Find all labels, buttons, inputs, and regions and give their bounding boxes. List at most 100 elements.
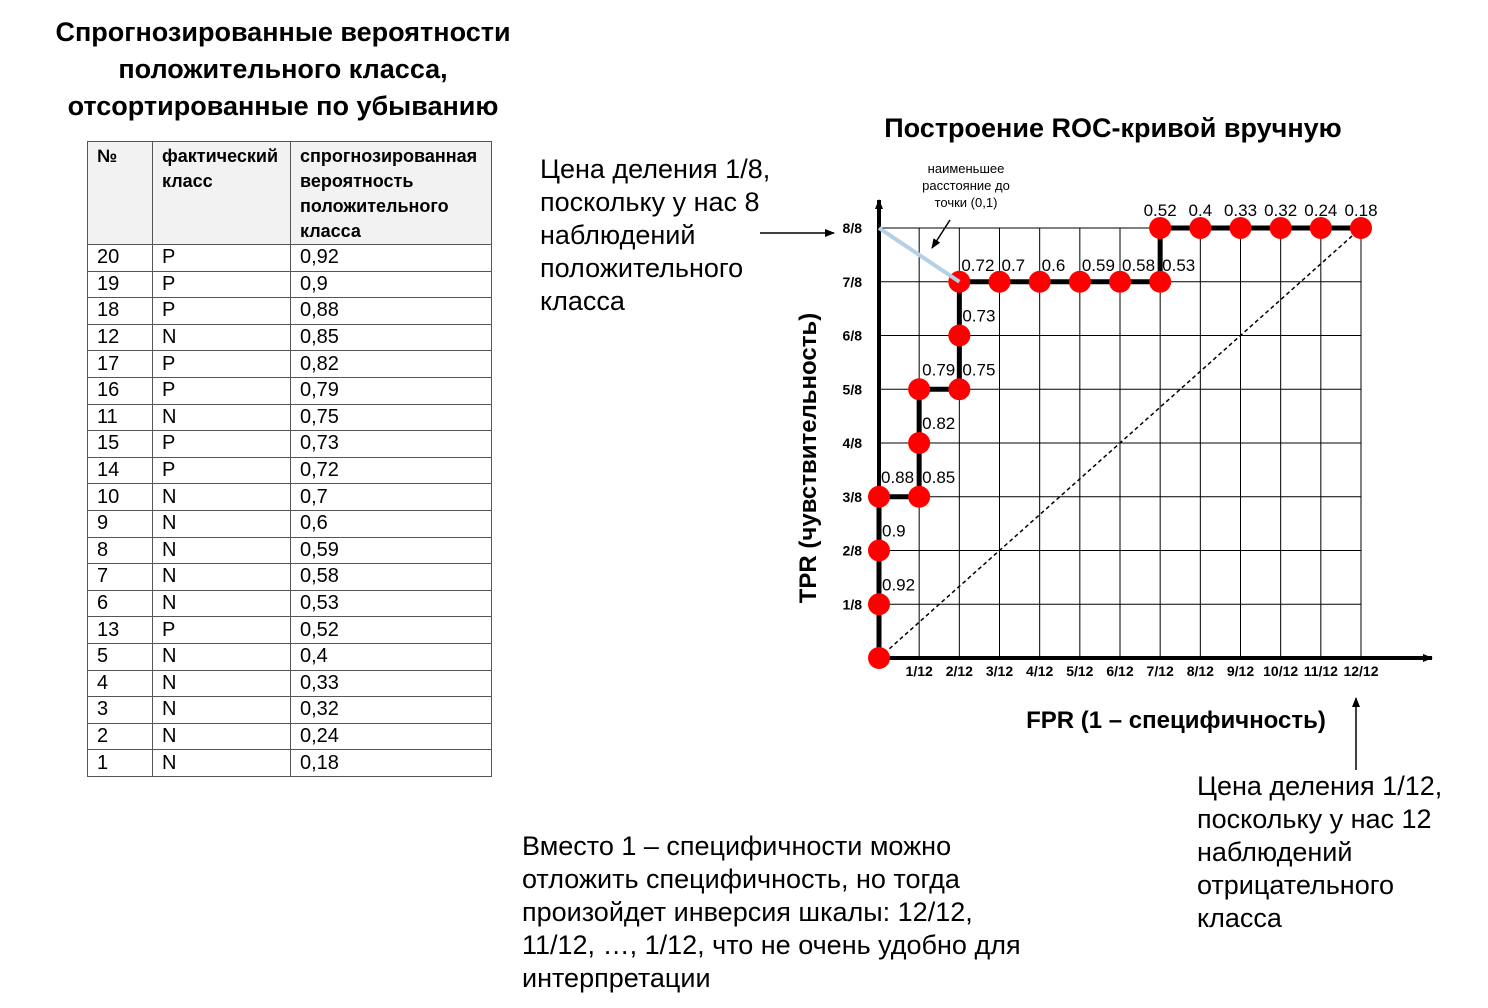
x-tick-label: 7/12 xyxy=(1147,663,1174,679)
roc-point xyxy=(1309,217,1332,239)
probability-table: № фактический класс спрогнозированная вероят… xyxy=(87,141,492,777)
point-label: 0.7 xyxy=(1002,256,1026,275)
point-labels: 0.92 0.9 0.88 0.85 0.82 0.79 0.75 0.73 0.72 0.7 0.… xyxy=(881,201,1378,594)
table-cell: 18 xyxy=(87,297,153,325)
table-row: 16 P 0,79 xyxy=(87,376,492,405)
min-distance-annotation-line: точки (0,1) xyxy=(935,195,998,210)
point-label: 0.53 xyxy=(1162,256,1195,275)
table-cell: 0,7 xyxy=(290,483,492,511)
y-tick-label: 3/8 xyxy=(843,489,863,505)
inversion-note-line: отложить специфичность, но тогда xyxy=(522,864,960,894)
point-label: 0.75 xyxy=(962,360,995,379)
table-header-text: класса xyxy=(300,221,361,241)
table-header-cell: спрогнозированная вероятность положительно… xyxy=(290,141,492,245)
y-division-note-line: наблюдений xyxy=(540,220,696,250)
x-tick-label: 5/12 xyxy=(1066,663,1093,679)
roc-point xyxy=(908,378,931,401)
point-label: 0.79 xyxy=(922,360,955,379)
table-row: 17 P 0,82 xyxy=(87,350,492,378)
table-cell: 20 xyxy=(87,244,153,272)
x-tick-label: 8/12 xyxy=(1187,663,1214,679)
point-label: 0.92 xyxy=(882,575,915,594)
point-label: 0.85 xyxy=(922,468,955,487)
x-tick-label: 6/12 xyxy=(1106,663,1133,679)
y-division-note-line: поскольку у нас 8 xyxy=(540,187,760,217)
table-cell: 0,58 xyxy=(290,563,492,591)
x-division-note: Цена деления 1/12, поскольку у нас 12 набл… xyxy=(1197,770,1442,935)
table-cell: 17 xyxy=(87,350,153,378)
point-label: 0.72 xyxy=(961,256,994,275)
random-classifier-diagonal xyxy=(878,227,1362,659)
point-label: 0.59 xyxy=(1082,256,1115,275)
table-cell: 1 xyxy=(87,749,153,777)
x-tick-label: 11/12 xyxy=(1304,663,1338,679)
point-label: 0.18 xyxy=(1344,201,1377,220)
roc-point xyxy=(868,647,890,669)
table-header-text: № xyxy=(97,146,118,166)
tick-labels: 1/12 2/12 3/12 4/12 5/12 6/12 7/12 8/12 9/12 10/1… xyxy=(843,220,1379,679)
x-division-note-line: Цена деления 1/12, xyxy=(1197,771,1443,801)
x-tick-label: 12/12 xyxy=(1343,663,1378,679)
chart-title: Построение ROC-кривой вручную xyxy=(884,113,1341,143)
table-row: 8 N 0,59 xyxy=(87,536,492,565)
table-cell: 0,18 xyxy=(290,749,492,777)
table-title-line: положительного класса, xyxy=(118,54,448,84)
roc-point xyxy=(948,378,971,401)
table-cell: 2 xyxy=(87,722,153,751)
y-tick-label: 1/8 xyxy=(843,596,863,612)
table-row: 19 P 0,9 xyxy=(87,270,492,299)
table-header-cell: фактический класс xyxy=(152,141,291,245)
table-cell: N xyxy=(152,483,291,511)
y-tick-label: 7/8 xyxy=(843,274,863,290)
y-tick-label: 8/8 xyxy=(843,220,863,236)
y-axis-label: TPR (чувствительность) xyxy=(795,313,822,604)
roc-point xyxy=(908,485,931,508)
point-label: 0.6 xyxy=(1042,256,1066,275)
roc-point xyxy=(1028,270,1051,293)
table-title-line: Спрогнозированные вероятности xyxy=(55,17,511,47)
roc-point xyxy=(908,432,931,454)
table-cell: N xyxy=(152,589,291,618)
table-header-text: вероятность xyxy=(300,171,414,191)
table-row: 11 N 0,75 xyxy=(87,403,492,432)
roc-point xyxy=(868,485,890,508)
y-tick-label: 4/8 xyxy=(843,435,863,451)
table-header-text: фактический xyxy=(162,146,279,166)
annotations: наименьшее расстояние до точки (0,1) xyxy=(760,161,1360,770)
y-division-note: Цена деления 1/8, поскольку у нас 8 наблюд… xyxy=(540,153,770,318)
table-row: 20 P 0,92 xyxy=(87,244,492,272)
roc-point xyxy=(1189,217,1212,239)
table-row: 3 N 0,32 xyxy=(87,696,492,724)
roc-point xyxy=(868,539,890,562)
inversion-note-line: произойдет инверсия шкалы: 12/12, xyxy=(522,897,973,927)
table-row: 18 P 0,88 xyxy=(87,297,492,325)
table-cell: 0,73 xyxy=(290,430,492,458)
table-cell: 8 xyxy=(87,536,153,565)
y-division-note-line: Цена деления 1/8, xyxy=(540,154,771,184)
table-cell: 0,82 xyxy=(290,350,492,378)
point-label: 0.88 xyxy=(881,468,914,487)
min-distance-line xyxy=(877,226,961,284)
y-tick-label: 6/8 xyxy=(843,328,863,344)
table-cell: P xyxy=(152,270,291,299)
table-cell: 3 xyxy=(87,696,153,724)
x-tick-label: 9/12 xyxy=(1227,663,1254,679)
table-cell: 0,88 xyxy=(290,297,492,325)
table-header-row: № фактический класс спрогнозированная вероят… xyxy=(87,141,492,245)
table-body: 20 P 0,92 19 P 0,9 18 P 0,88 12 N 0,85 17 P 0,82 16 P 0,7… xyxy=(87,244,492,777)
table-title-line: отсортированные по убыванию xyxy=(67,91,499,121)
roc-point xyxy=(1350,217,1372,239)
table-cell: 0,32 xyxy=(290,696,492,724)
x-tick-label: 4/12 xyxy=(1026,663,1053,679)
roc-point xyxy=(988,270,1011,293)
inversion-note-line: 11/12, …, 1/12, что не очень удобно для xyxy=(522,930,1021,960)
min-distance-annotation-line: расстояние до xyxy=(922,178,1010,193)
table-row: 1 N 0,18 xyxy=(87,749,492,777)
x-tick-label: 2/12 xyxy=(946,663,973,679)
table-cell: 0,79 xyxy=(290,376,492,405)
table-cell: P xyxy=(152,456,291,485)
y-tick-label: 5/8 xyxy=(843,381,863,397)
point-label: 0.82 xyxy=(922,414,955,433)
table-cell: 0,92 xyxy=(290,244,492,272)
